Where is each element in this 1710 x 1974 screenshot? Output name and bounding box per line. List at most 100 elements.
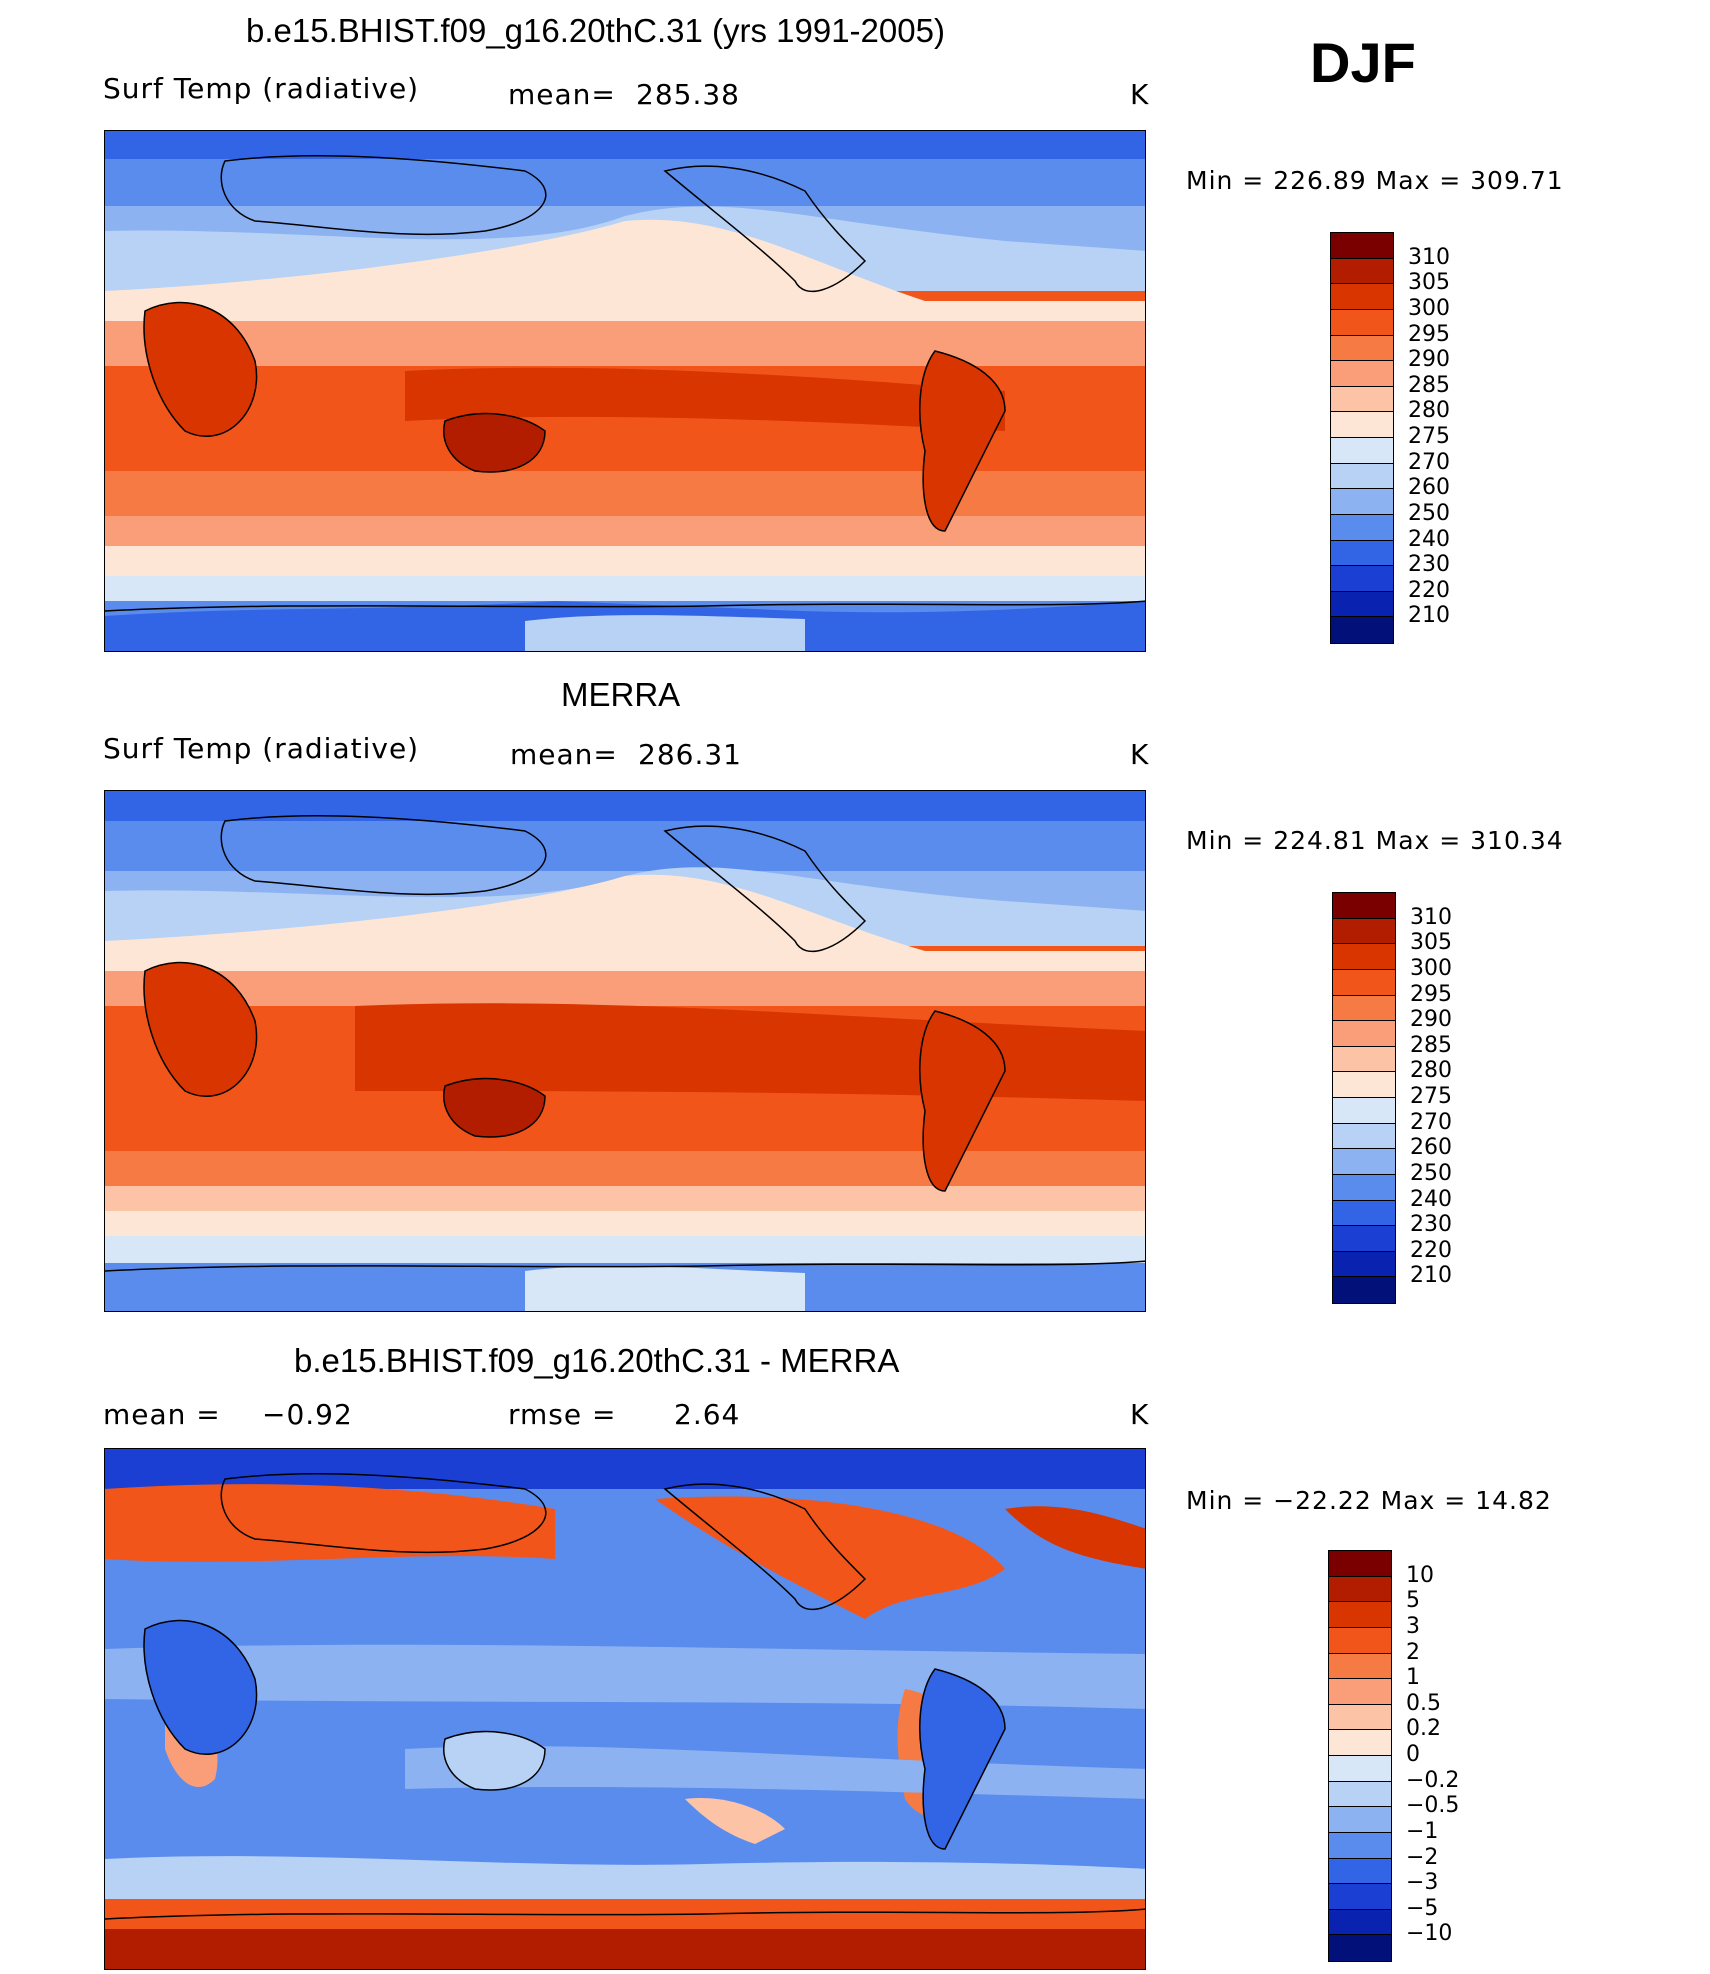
colorbar-tick-label: 220 <box>1410 1237 1452 1263</box>
mean-value-obs: 286.31 <box>638 738 742 771</box>
colorbar-tick-label: 285 <box>1408 372 1450 398</box>
mean-label-obs: mean= <box>510 738 618 771</box>
colorbar-swatch <box>1331 386 1393 413</box>
colorbar-ticks-model: 310 305 300 295 290 285 280 275 270 260 250 240 230 2… <box>1408 232 1488 644</box>
colorbar-tick-label: 230 <box>1408 552 1450 578</box>
colorbar-swatch <box>1329 1627 1391 1654</box>
map-obs <box>104 790 1146 1312</box>
colorbar-swatch <box>1329 1756 1391 1782</box>
colorbar-swatch <box>1329 1602 1391 1628</box>
colorbar-swatch <box>1331 566 1393 592</box>
colorbar-swatch <box>1331 361 1393 387</box>
colorbar-tick-label: 270 <box>1408 449 1450 475</box>
min-max-obs: Min = 224.81 Max = 310.34 <box>1186 826 1564 855</box>
colorbar-swatch <box>1333 1251 1395 1278</box>
panel-title-obs: MERRA <box>561 676 681 713</box>
unit-label-model: K <box>1130 78 1150 111</box>
unit-label-diff: K <box>1130 1398 1150 1431</box>
colorbar-tick-label: 210 <box>1408 603 1450 629</box>
mean-value-model: 285.38 <box>636 78 740 111</box>
map-model <box>104 130 1146 652</box>
colorbar-swatch <box>1333 1072 1395 1098</box>
colorbar-tick-label: 295 <box>1408 321 1450 347</box>
colorbar-swatch <box>1333 893 1395 919</box>
map-model-field <box>105 131 1145 651</box>
colorbar-tick-label: 280 <box>1408 398 1450 424</box>
colorbar-swatch <box>1331 489 1393 515</box>
rmse-label-diff: rmse = <box>508 1398 617 1431</box>
colorbar-tick-label: 260 <box>1408 475 1450 501</box>
colorbar-swatch <box>1331 617 1393 643</box>
colorbar-swatch <box>1333 1226 1395 1252</box>
season-label: DJF <box>1310 31 1416 94</box>
colorbar-tick-label: 280 <box>1410 1058 1452 1084</box>
colorbar-swatch <box>1329 1858 1391 1885</box>
min-max-model: Min = 226.89 Max = 309.71 <box>1186 166 1564 195</box>
colorbar-tick-label: 305 <box>1408 270 1450 296</box>
colorbar-swatch <box>1331 438 1393 464</box>
colorbar-swatch <box>1333 969 1395 996</box>
mean-value-diff: −0.92 <box>262 1398 353 1431</box>
colorbar-tick-label: 310 <box>1410 904 1452 930</box>
colorbar-swatch <box>1333 918 1395 945</box>
colorbar-tick-label: 220 <box>1408 577 1450 603</box>
colorbar-swatch <box>1329 1807 1391 1833</box>
colorbar-tick-label: −0.5 <box>1406 1793 1460 1819</box>
colorbar-tick-label: 0 <box>1406 1742 1420 1767</box>
colorbar-swatch <box>1331 258 1393 285</box>
colorbar-tick-label: 3 <box>1406 1613 1420 1639</box>
colorbar-tick-label: −2 <box>1406 1844 1439 1870</box>
colorbar-tick-label: 300 <box>1410 955 1452 981</box>
colorbar-swatch <box>1329 1704 1391 1731</box>
colorbar-swatch <box>1331 309 1393 336</box>
panel-title-model: b.e15.BHIST.f09_g16.20thC.31 (yrs 1991-2… <box>246 12 945 49</box>
colorbar-swatch <box>1329 1909 1391 1936</box>
mean-label-model: mean= <box>508 78 616 111</box>
colorbar-swatch <box>1331 463 1393 490</box>
colorbar-swatch <box>1331 514 1393 541</box>
colorbar-tick-label: 240 <box>1410 1186 1452 1212</box>
colorbar-swatch <box>1331 540 1393 567</box>
colorbar-tick-label: −1 <box>1406 1818 1439 1844</box>
colorbar-swatch <box>1333 1277 1395 1303</box>
colorbar-swatch <box>1329 1935 1391 1961</box>
variable-label-model: Surf Temp (radiative) <box>103 72 420 105</box>
colorbar-swatch <box>1329 1653 1391 1680</box>
colorbar-tick-label: −10 <box>1406 1921 1453 1947</box>
colorbar-tick-label: 2 <box>1406 1639 1420 1665</box>
colorbar-obs <box>1332 892 1396 1304</box>
colorbar-tick-label: 250 <box>1410 1160 1452 1186</box>
colorbar-ticks-diff: 10 5 3 2 1 0.5 0.2 0 −0.2 −0.5 −1 −2 −3 −5 −10 <box>1406 1550 1486 1962</box>
colorbar-tick-label: 310 <box>1408 244 1450 270</box>
colorbar-tick-label: 210 <box>1410 1263 1452 1289</box>
colorbar-tick-label: 240 <box>1408 526 1450 552</box>
colorbar-tick-label: −0.2 <box>1406 1767 1460 1793</box>
min-max-diff: Min = −22.22 Max = 14.82 <box>1186 1486 1552 1515</box>
colorbar-swatch <box>1329 1679 1391 1705</box>
variable-label-obs: Surf Temp (radiative) <box>103 732 420 765</box>
colorbar-swatch <box>1333 1149 1395 1175</box>
colorbar-ticks-obs: 310 305 300 295 290 285 280 275 270 260 250 240 230 2… <box>1410 892 1490 1304</box>
colorbar-tick-label: 290 <box>1408 347 1450 373</box>
colorbar-swatch <box>1331 335 1393 362</box>
colorbar-swatch <box>1333 1046 1395 1073</box>
colorbar-swatch <box>1329 1884 1391 1910</box>
colorbar-swatch <box>1333 944 1395 970</box>
colorbar-swatch <box>1329 1730 1391 1756</box>
panel-title-diff: b.e15.BHIST.f09_g16.20thC.31 - MERRA <box>294 1342 900 1379</box>
colorbar-model <box>1330 232 1394 644</box>
colorbar-tick-label: 0.2 <box>1406 1716 1441 1742</box>
colorbar-swatch <box>1329 1551 1391 1577</box>
colorbar-tick-label: 275 <box>1410 1084 1452 1109</box>
colorbar-diff <box>1328 1550 1392 1962</box>
colorbar-tick-label: 305 <box>1410 930 1452 956</box>
unit-label-obs: K <box>1130 738 1150 771</box>
colorbar-swatch <box>1331 591 1393 618</box>
colorbar-tick-label: 300 <box>1408 295 1450 321</box>
colorbar-swatch <box>1333 1021 1395 1047</box>
colorbar-tick-label: 290 <box>1410 1007 1452 1033</box>
colorbar-tick-label: 230 <box>1410 1212 1452 1238</box>
colorbar-tick-label: −5 <box>1406 1895 1439 1921</box>
colorbar-swatch <box>1331 233 1393 259</box>
colorbar-tick-label: 260 <box>1410 1135 1452 1161</box>
